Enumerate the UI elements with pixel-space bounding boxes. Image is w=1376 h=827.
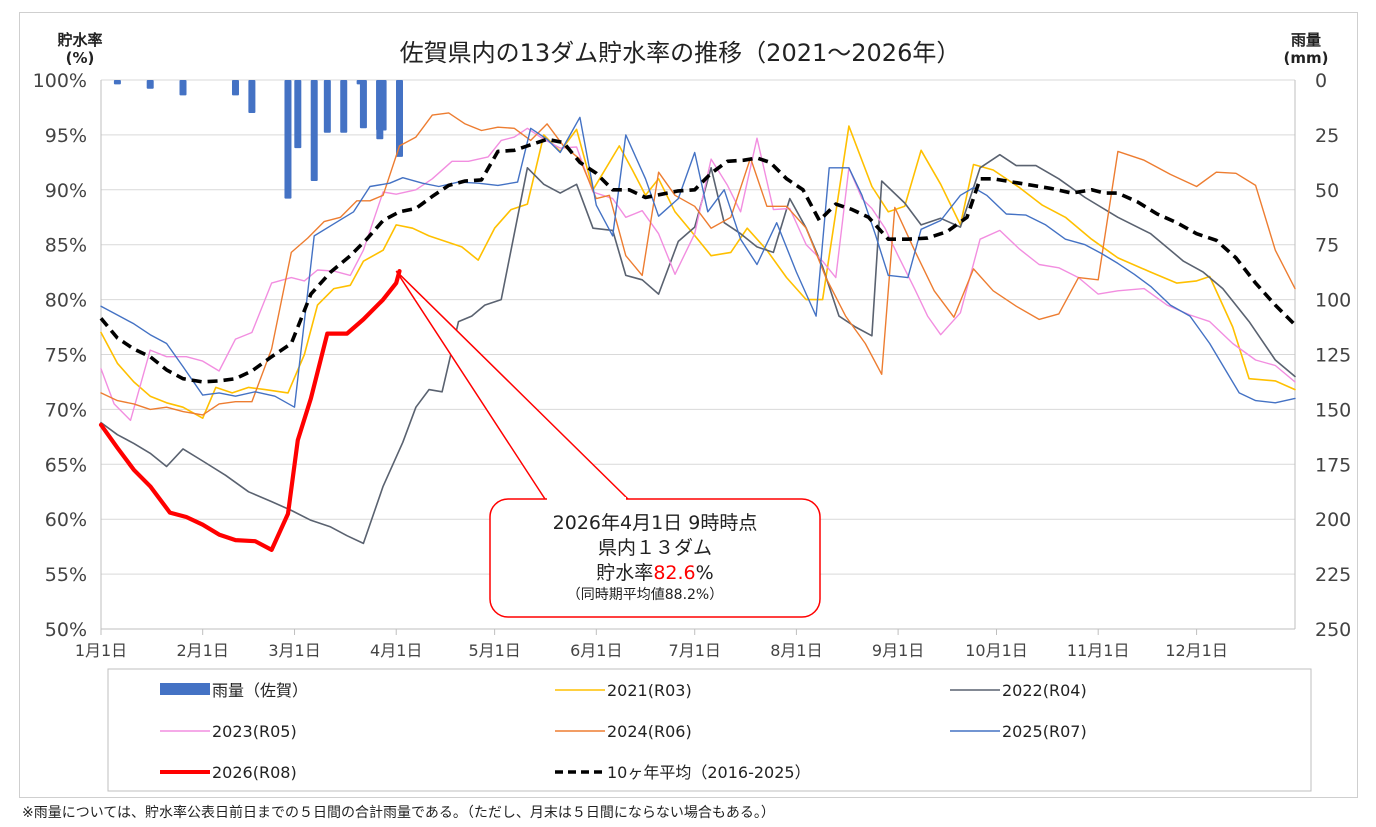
y-left-tick: 95% <box>45 125 87 147</box>
series-line-avg <box>99 137 1297 384</box>
y-left-tick: 70% <box>45 399 87 421</box>
x-axis: 1月1日 2月1日 3月1日 4月1日 5月1日 6月1日 7月1日 8月1日 9月1日 10月1… <box>75 629 1228 660</box>
y-right-tick: 200 <box>1315 509 1351 531</box>
y-left-tick: 50% <box>45 619 87 641</box>
chart-title: 佐賀県内の13ダム貯水率の推移（2021～2026年） <box>400 39 961 67</box>
x-tick-label: 8月1日 <box>770 641 822 660</box>
x-tick-label: 5月1日 <box>468 641 520 660</box>
legend-label-y2021: 2021(R03) <box>607 681 692 700</box>
callout-mask <box>547 497 626 501</box>
rain-bar <box>359 80 367 129</box>
y-left-tick: 85% <box>45 235 87 257</box>
chart-canvas: 佐賀県内の13ダム貯水率の推移（2021～2026年） 貯水率(%) 雨量(mm… <box>33 31 1351 792</box>
y-axis-left: 100% 95% 90% 85% 80% 75% 70% 65% 60% 55% 50% <box>33 70 87 641</box>
x-tick-label: 9月1日 <box>872 641 924 660</box>
series-line-y2021 <box>100 125 1296 419</box>
y-left-tick: 90% <box>45 180 87 202</box>
rain-bar <box>340 80 348 133</box>
legend-label-y2026: 2026(R08) <box>212 763 297 782</box>
callout-pointer <box>395 270 629 500</box>
x-tick-label: 7月1日 <box>669 641 721 660</box>
callout-rate-label: 貯水率 <box>596 562 653 584</box>
x-tick-label: 1月1日 <box>75 641 127 660</box>
y-right-tick: 50 <box>1315 180 1339 202</box>
callout-rate-value: 82.6 <box>653 562 695 584</box>
y-axis-right-unit: 雨量(mm) <box>1284 31 1329 67</box>
callout-average: （同時期平均値88.2%） <box>567 587 723 603</box>
rain-bars <box>113 80 403 199</box>
y-left-tick: 80% <box>45 290 87 312</box>
x-tick-label: 10月1日 <box>965 641 1028 660</box>
rain-bar <box>323 80 331 133</box>
legend: 雨量（佐賀） 2021(R03) 2022(R04) 2023(R05) 2024(R0… <box>107 668 1312 792</box>
callout-date: 2026年4月1日 9時時点 <box>553 512 758 534</box>
y-left-unit-line: (%) <box>66 49 95 67</box>
y-left-tick: 65% <box>45 454 87 476</box>
series-line-y2025 <box>100 116 1296 408</box>
y-right-tick: 250 <box>1315 619 1351 641</box>
series-line-y2023 <box>100 127 1296 422</box>
series-line-y2022 <box>100 153 1296 545</box>
series-lines <box>98 112 1297 552</box>
x-tick-label: 11月1日 <box>1067 641 1130 660</box>
y-left-tick: 60% <box>45 509 87 531</box>
x-tick-label: 12月1日 <box>1165 641 1228 660</box>
y-left-tick: 100% <box>33 70 87 92</box>
y-left-unit-line: 貯水率 <box>57 31 102 49</box>
y-right-tick: 175 <box>1315 454 1351 476</box>
footnote: ※雨量については、貯水率公表日前日までの５日間の合計雨量である。（ただし、月末は… <box>22 805 775 821</box>
legend-label-avg: 10ヶ年平均（2016-2025） <box>607 763 811 782</box>
y-right-unit-line: 雨量 <box>1291 31 1321 49</box>
y-axis-left-unit: 貯水率(%) <box>57 31 102 67</box>
y-right-tick: 150 <box>1315 399 1351 421</box>
legend-label-y2023: 2023(R05) <box>212 722 297 741</box>
y-right-tick: 0 <box>1315 70 1327 92</box>
legend-label-y2022: 2022(R04) <box>1002 681 1087 700</box>
callout-box <box>489 498 821 618</box>
rain-bar <box>310 80 318 182</box>
rain-bar <box>248 80 256 113</box>
legend-label-rain: 雨量（佐賀） <box>212 681 308 700</box>
chart-frame: 佐賀県内の13ダム貯水率の推移（2021～2026年） 貯水率 (%) 雨量 (mm… <box>19 12 1358 798</box>
x-tick-label: 4月1日 <box>370 641 422 660</box>
rain-bar <box>294 80 302 149</box>
rain-bar <box>146 80 154 89</box>
legend-label-y2025: 2025(R07) <box>1002 722 1087 741</box>
y-axis-right: 0 25 50 75 100 125 150 175 200 225 250 <box>1315 70 1351 641</box>
rain-bar <box>113 80 121 85</box>
y-left-tick: 75% <box>45 345 87 367</box>
x-tick-label: 3月1日 <box>268 641 320 660</box>
legend-swatch-rain <box>160 683 210 695</box>
callout-dams: 県内１３ダム <box>598 537 712 559</box>
y-right-unit-line: (mm) <box>1284 49 1329 67</box>
y-left-tick: 55% <box>45 564 87 586</box>
y-right-tick: 100 <box>1315 290 1351 312</box>
y-right-tick: 25 <box>1315 125 1339 147</box>
y-right-tick: 125 <box>1315 345 1351 367</box>
series-line-y2026 <box>98 269 402 552</box>
y-right-tick: 75 <box>1315 235 1339 257</box>
rain-bar <box>396 80 403 157</box>
callout-rate: 貯水率82.6% <box>596 562 713 584</box>
rain-bar <box>231 80 239 96</box>
rain-bar <box>179 80 187 96</box>
legend-box <box>107 668 1312 792</box>
series-line-y2024 <box>100 112 1296 416</box>
callout-rate-unit: % <box>696 562 714 584</box>
rain-bar <box>376 80 384 140</box>
x-tick-label: 6月1日 <box>570 641 622 660</box>
legend-label-y2024: 2024(R06) <box>607 722 692 741</box>
y-right-tick: 225 <box>1315 564 1351 586</box>
rain-bar <box>284 80 292 199</box>
x-tick-label: 2月1日 <box>176 641 228 660</box>
